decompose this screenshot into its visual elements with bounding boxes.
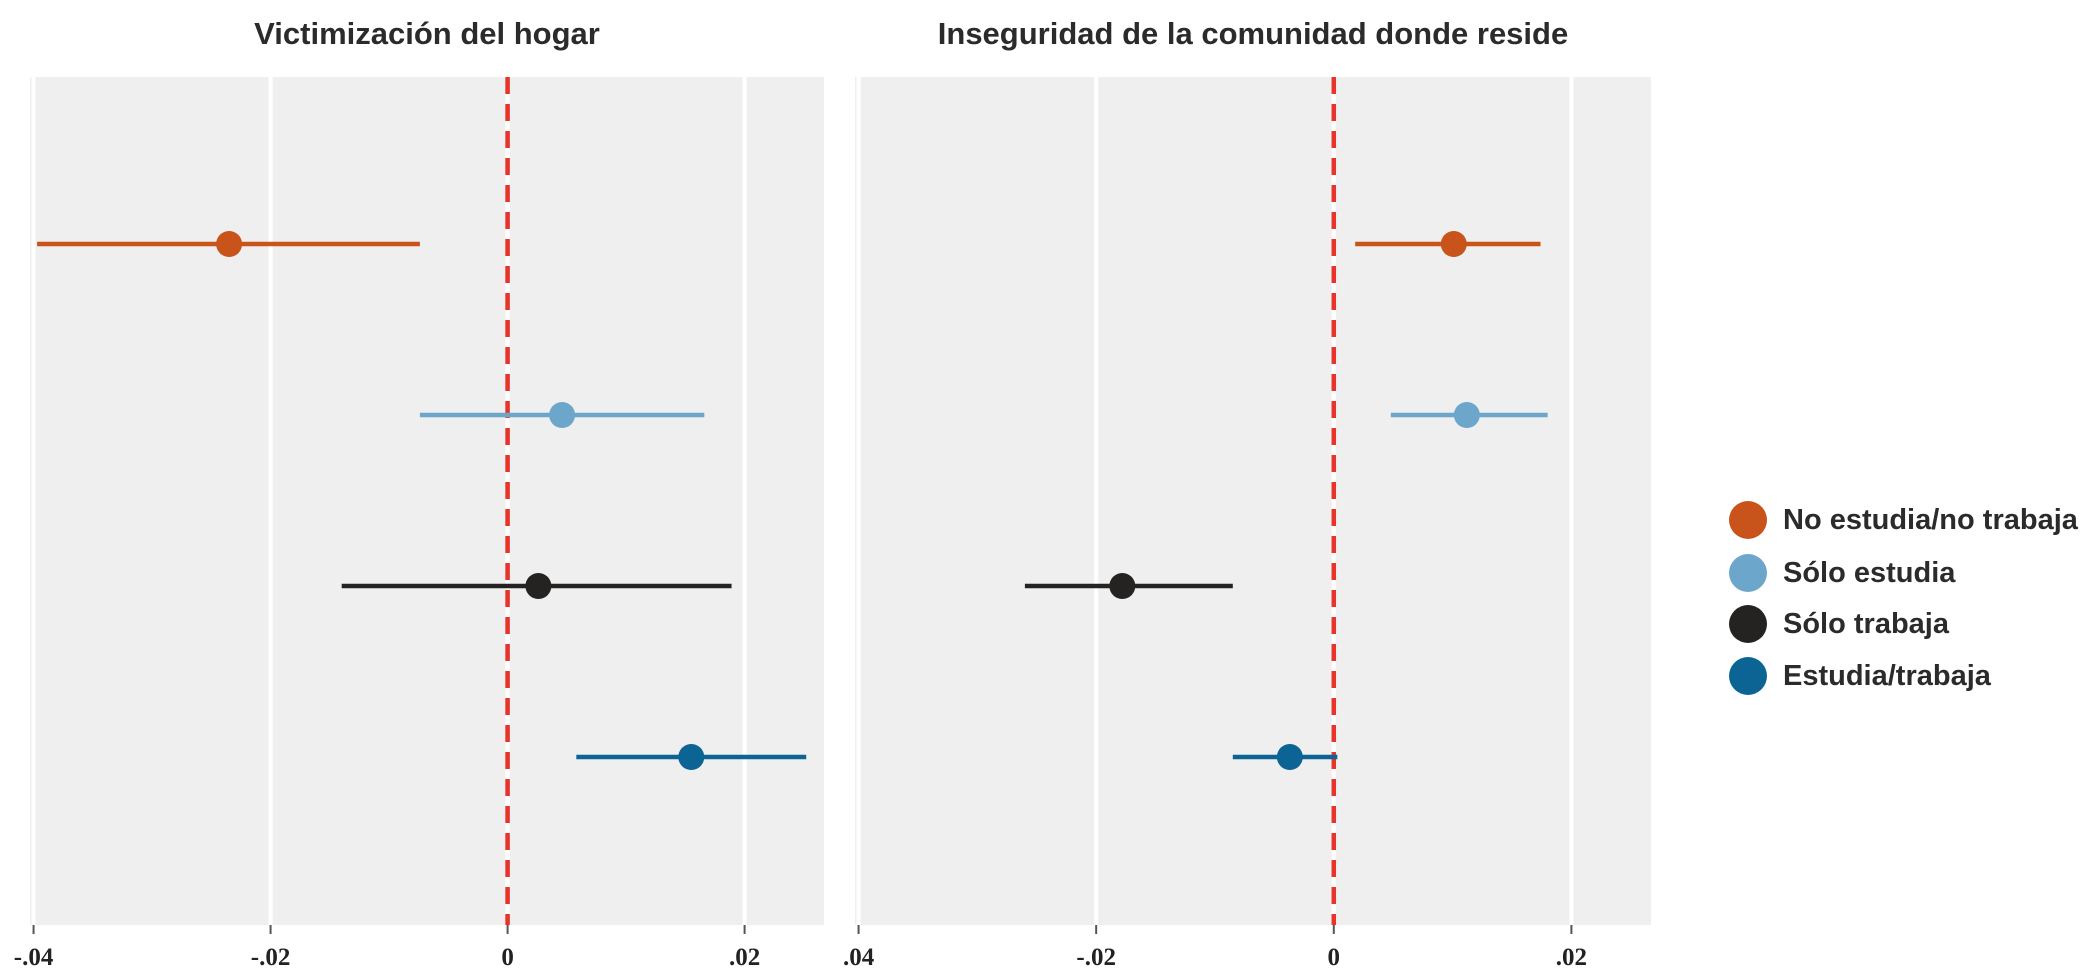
panel-1: -.04 -.02 0 .02 Victimización del hogar: [14, 16, 824, 971]
x-tick-label: 0: [501, 944, 514, 971]
x-tick-label: 0: [1328, 944, 1341, 971]
panel-background: [855, 77, 1651, 925]
point-estimate: [216, 231, 243, 257]
point-estimate: [1440, 231, 1467, 257]
legend-label: Estudia/trabaja: [1783, 660, 1992, 692]
x-tick-label: -.02: [251, 944, 291, 971]
legend-swatch: [1729, 501, 1767, 539]
point-estimate: [1453, 402, 1480, 428]
legend-item: Estudia/trabaja: [1729, 657, 1992, 695]
point-estimate: [549, 402, 576, 428]
legend-label: No estudia/no trabaja: [1783, 504, 2079, 536]
x-tick-label: .02: [729, 944, 760, 971]
panel-background: [30, 77, 824, 925]
panel-2: .04 -.02 0 .02 Inseguridad de la comunidad d…: [843, 16, 1651, 971]
x-tick-label: .02: [1556, 944, 1587, 971]
point-estimate: [1109, 573, 1136, 599]
point-estimate: [678, 744, 705, 770]
panel-title: Inseguridad de la comunidad donde reside: [938, 16, 1568, 51]
legend-label: Sólo trabaja: [1783, 608, 1950, 640]
legend-item: Sólo trabaja: [1729, 605, 1950, 643]
panel-title: Victimización del hogar: [254, 16, 600, 51]
legend-swatch: [1729, 554, 1767, 592]
legend: No estudia/no trabaja Sólo estudia Sólo tr…: [1729, 501, 2079, 695]
x-tick-label: .04: [843, 944, 875, 971]
legend-item: Sólo estudia: [1729, 554, 1956, 592]
x-tick-label: -.02: [1076, 944, 1116, 971]
x-tick-label: -.04: [14, 944, 54, 971]
legend-label: Sólo estudia: [1783, 557, 1956, 589]
legend-swatch: [1729, 605, 1767, 643]
legend-item: No estudia/no trabaja: [1729, 501, 2079, 539]
legend-swatch: [1729, 657, 1767, 695]
point-estimate: [1276, 744, 1303, 770]
point-estimate: [525, 573, 552, 599]
